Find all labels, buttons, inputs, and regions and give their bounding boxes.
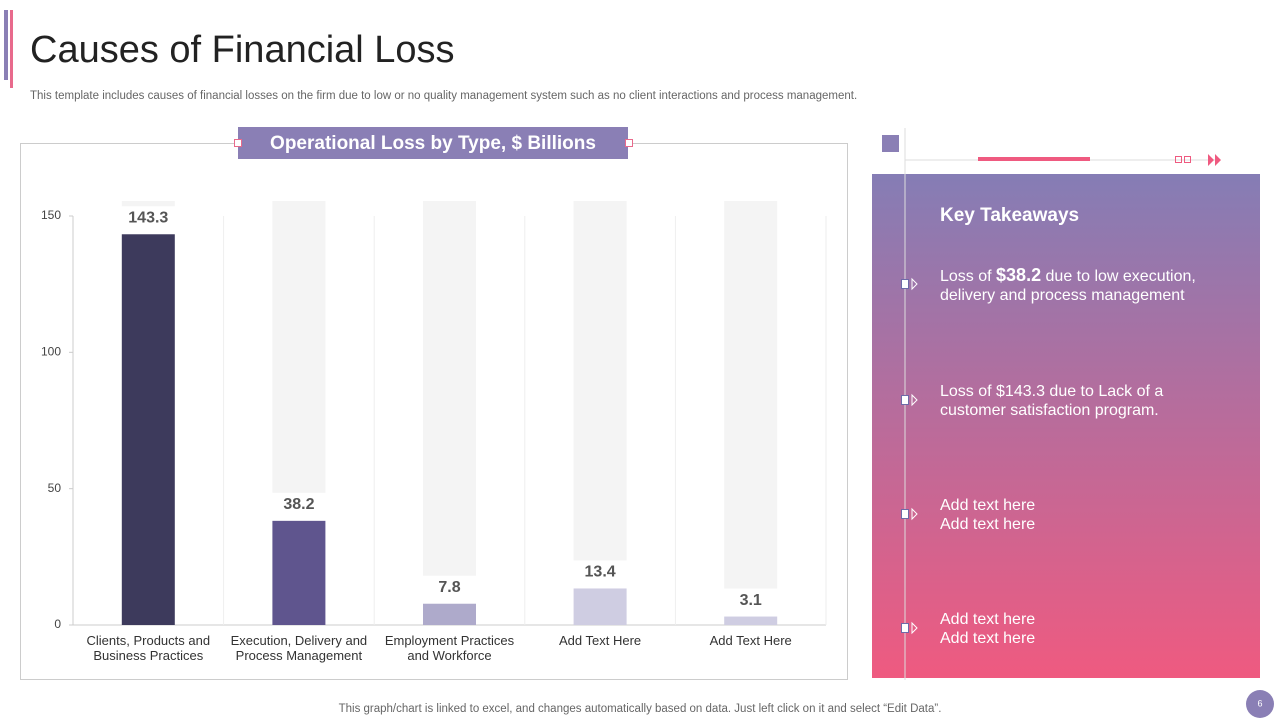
takeaway-text: Add text here Add text here	[940, 496, 1230, 534]
bar-background	[573, 201, 627, 561]
highlight: $38.2	[996, 265, 1042, 285]
bullet-icon	[911, 277, 918, 291]
bar-background	[724, 201, 778, 589]
bar	[423, 603, 476, 625]
line: Loss of $143.3 due to Lack of a customer…	[940, 383, 1164, 419]
value-label: 7.8	[438, 579, 460, 596]
bullet-icon	[911, 393, 918, 407]
x-tick-label: Employment Practices and Workforce	[384, 633, 515, 663]
page-badge	[1246, 690, 1274, 718]
takeaways-title: Key Takeaways	[940, 205, 1079, 226]
bar-background	[121, 201, 175, 207]
bar	[121, 234, 175, 625]
takeaways-panel	[872, 174, 1260, 678]
line: Add text here	[940, 611, 1036, 628]
takeaway-text: Add text here Add text here	[940, 610, 1230, 648]
banner-handle	[625, 139, 633, 147]
bullet-icon	[901, 279, 909, 289]
value-label: 3.1	[740, 592, 762, 609]
deco-bar	[978, 157, 1090, 161]
bar	[272, 520, 326, 625]
text: due to low execution, delivery and proce…	[940, 268, 1196, 304]
x-tick-label: Clients, Products and Business Practices	[86, 633, 211, 663]
footer: This graph/chart is linked to excel, and…	[339, 703, 942, 715]
value-label: 13.4	[585, 564, 616, 581]
bullet-icon	[901, 395, 909, 405]
deco-arrows	[1208, 154, 1221, 166]
y-tick-label: 150	[41, 208, 61, 222]
line: Add text here	[940, 516, 1036, 533]
line: Add text here	[940, 630, 1036, 647]
banner-handle	[234, 139, 242, 147]
slide-title: Causes of Financial Loss	[30, 29, 455, 71]
page-number: 6	[1257, 698, 1262, 708]
bullet-icon	[911, 621, 918, 635]
bullet-icon	[901, 623, 909, 633]
bar	[573, 588, 627, 625]
bullet-icon	[911, 507, 918, 521]
accent-bar	[10, 10, 13, 88]
y-tick-label: 100	[41, 345, 61, 359]
y-tick-label: 0	[54, 617, 61, 631]
bar-background	[272, 201, 326, 493]
line: Add text here	[940, 497, 1036, 514]
x-tick-label: Add Text Here	[709, 633, 792, 648]
deco-icon	[1184, 156, 1191, 163]
y-tick-label: 50	[48, 481, 62, 495]
text: Loss of	[940, 268, 997, 285]
takeaway-text: Loss of $38.2 due to low execution, deli…	[940, 266, 1230, 305]
bullet-icon	[901, 509, 909, 519]
chart-title: Operational Loss by Type, $ Billions	[270, 133, 596, 154]
bar-background	[423, 201, 476, 576]
x-tick-label: Add Text Here	[559, 633, 642, 648]
x-tick-label: Execution, Delivery and Process Manageme…	[230, 633, 368, 663]
bar	[724, 616, 778, 625]
deco-icon	[1175, 156, 1182, 163]
deco-square	[882, 135, 899, 152]
takeaway-text: Loss of $143.3 due to Lack of a customer…	[940, 382, 1230, 420]
value-label: 143.3	[128, 209, 168, 226]
subtitle: This template includes causes of financi…	[30, 90, 857, 102]
chart-title-banner	[238, 127, 628, 159]
accent-bar	[4, 10, 8, 80]
value-label: 38.2	[283, 496, 314, 513]
